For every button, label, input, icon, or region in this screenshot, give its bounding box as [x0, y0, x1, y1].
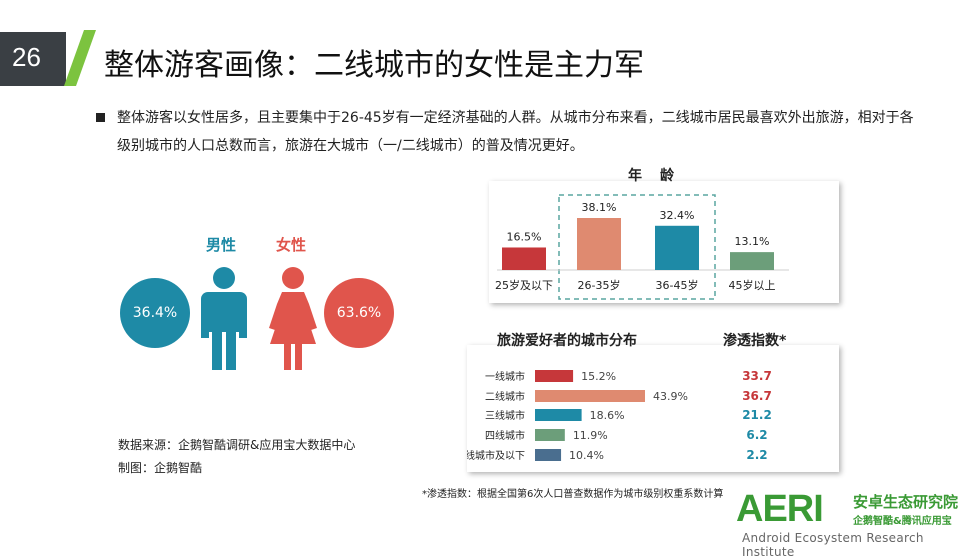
- age-category-label: 26-35岁: [578, 278, 621, 292]
- logo-english-name: Android Ecosystem Research Institute: [742, 531, 924, 559]
- city-bar-value-label: 18.6%: [590, 409, 625, 422]
- slide-number-box: [0, 32, 66, 86]
- male-person-icon: [201, 267, 247, 370]
- city-bar: [535, 390, 645, 402]
- male-label: 男性: [206, 236, 237, 254]
- logo-partners: 企鹅智酷&腾讯应用宝: [853, 516, 952, 527]
- data-source: 数据来源：企鹅智酷调研&应用宝大数据中心: [118, 438, 356, 452]
- city-bar: [535, 429, 565, 441]
- chart-maker: 制图：企鹅智酷: [118, 461, 203, 475]
- city-bar-value-label: 15.2%: [581, 370, 616, 383]
- aeri-logo: AERI: [736, 488, 824, 530]
- logo-chinese-name: 安卓生态研究院: [853, 493, 959, 511]
- city-category-label: 二线城市: [485, 390, 525, 403]
- footnote: *渗透指数：根据全国第6次人口普查数据作为城市级别权重系数计算: [422, 489, 724, 500]
- age-chart-title: 年龄: [628, 168, 692, 184]
- accent-slash: [64, 30, 96, 86]
- penetration-index-title: 渗透指数*: [723, 333, 787, 349]
- city-chart-title: 旅游爱好者的城市分布: [497, 333, 637, 349]
- city-bar-value-label: 10.4%: [569, 449, 604, 462]
- female-person-icon: [269, 267, 317, 370]
- city-chart-panel: [467, 345, 839, 472]
- age-bar: [577, 218, 621, 270]
- male-percentage-badge: 36.4%: [120, 278, 190, 348]
- city-bar: [535, 449, 562, 461]
- age-bar: [730, 252, 774, 270]
- city-bar-value-label: 11.9%: [573, 429, 608, 442]
- age-bar-value-label: 13.1%: [735, 235, 770, 248]
- age-bar-chart: 16.5% 25岁及以下 38.1% 26-35岁 32.4% 36-45岁 13.1% 45…: [495, 194, 789, 300]
- penetration-index-value: 21.2: [742, 408, 772, 422]
- city-category-label: 一线城市: [485, 370, 525, 383]
- city-bar-value-label: 43.9%: [653, 390, 688, 403]
- penetration-index-value: 36.7: [742, 389, 772, 403]
- summary-text: 整体游客以女性居多，且主要集中于26-45岁有一定经济基础的人群。从城市分布来看…: [117, 110, 914, 154]
- city-bar: [535, 370, 574, 382]
- city-category-label: 三线城市: [485, 409, 525, 422]
- age-highlight-box: [558, 194, 716, 300]
- age-bar-value-label: 32.4%: [660, 209, 695, 222]
- page-title: 整体游客画像：二线城市的女性是主力军: [104, 48, 644, 83]
- city-bar-chart: 一线城市 15.2% 33.7 二线城市 43.9% 36.7 三线城市 18.6% 21.2 四…: [467, 369, 772, 462]
- penetration-index-value: 2.2: [746, 448, 767, 462]
- slide-number: 26: [12, 42, 41, 72]
- bullet-square-icon: [96, 113, 105, 122]
- age-category-label: 25岁及以下: [495, 278, 553, 292]
- penetration-index-value: 33.7: [742, 369, 772, 383]
- penetration-index-value: 6.2: [746, 428, 767, 442]
- age-bar-value-label: 38.1%: [582, 201, 617, 214]
- age-bar: [502, 247, 546, 270]
- city-category-label: 四线城市: [485, 429, 525, 442]
- age-category-label: 36-45岁: [656, 278, 699, 292]
- city-bar: [535, 409, 582, 421]
- female-percentage-badge: 63.6%: [324, 278, 394, 348]
- female-label: 女性: [276, 236, 307, 254]
- age-bar-value-label: 16.5%: [507, 230, 542, 243]
- age-bar: [655, 225, 699, 270]
- age-category-label: 45岁以上: [729, 278, 776, 292]
- city-category-label: 五线城市及以下: [467, 449, 525, 462]
